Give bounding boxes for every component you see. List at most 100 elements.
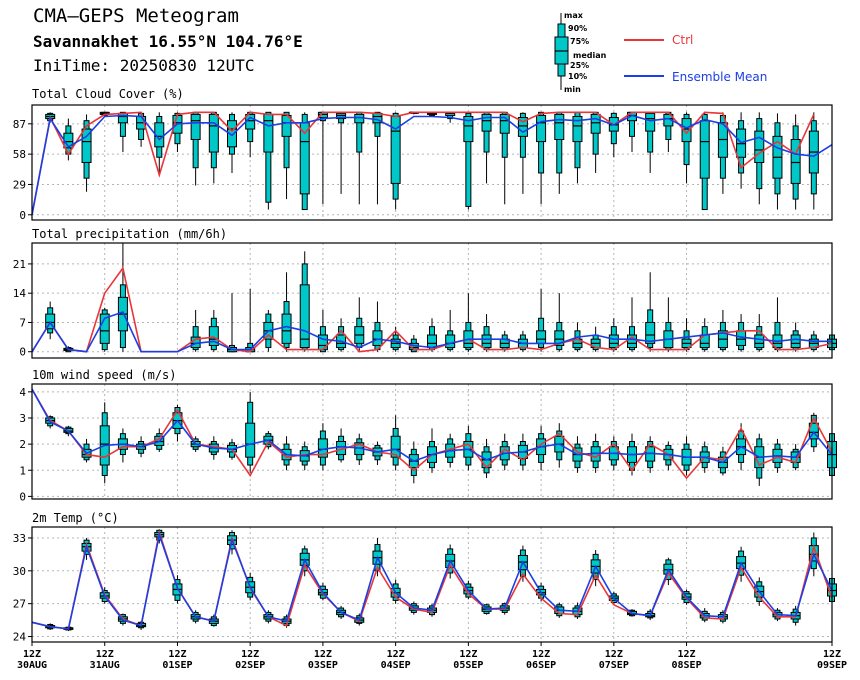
box-inner-precip xyxy=(445,334,456,349)
y-tick-label-temp: 33 xyxy=(13,532,26,545)
box-inner-cloud xyxy=(190,113,201,140)
x-tick-date-label: 09SEP xyxy=(817,660,847,671)
mean-line-precip xyxy=(31,311,832,353)
box-inner-precip xyxy=(790,334,801,349)
box-outer-cloud xyxy=(265,111,272,203)
box-inner-precip xyxy=(372,330,383,346)
meteogram-header: CMA–GEPS Meteogram Savannakhet 16.55°N 1… xyxy=(0,0,860,100)
x-tick-date-label: 05SEP xyxy=(453,660,483,671)
y-tick-label-cloud: 29 xyxy=(13,178,26,191)
box-inner-precip xyxy=(99,313,110,344)
x-tick-date-label: 06SEP xyxy=(526,660,556,671)
box-inner-cloud xyxy=(790,139,801,184)
x-tick-date-label: 01SEP xyxy=(162,660,192,671)
box-outer-cloud xyxy=(119,111,126,137)
box-inner-cloud xyxy=(754,130,765,164)
y-tick-label-precip: 21 xyxy=(13,258,26,271)
x-tick-time-label: 12Z xyxy=(314,649,332,660)
x-tick-time-label: 12Z xyxy=(823,649,841,660)
box-inner-wind xyxy=(245,422,256,458)
panel-title-precip: Total precipitation (mm/6h) xyxy=(32,227,227,241)
box-inner-cloud xyxy=(481,113,492,132)
box-inner-cloud xyxy=(263,113,274,153)
legend-median-label: median xyxy=(573,51,607,60)
box-inner-wind xyxy=(808,422,819,440)
y-tick-label-wind: 2 xyxy=(19,438,26,451)
box-inner-cloud xyxy=(681,118,692,143)
y-tick-label-precip: 7 xyxy=(19,316,26,329)
legend-p90-label: 90% xyxy=(568,24,588,33)
x-tick-time-label: 12Z xyxy=(387,649,405,660)
box-outer-cloud xyxy=(465,112,472,207)
panel-frame-cloud xyxy=(31,104,833,221)
box-inner-cloud xyxy=(499,113,510,134)
x-tick-time-label: 12Z xyxy=(678,649,696,660)
legend-ctrl-label: Ctrl xyxy=(672,33,694,47)
legend-mean-label: Ensemble Mean xyxy=(672,70,768,84)
mean-line-cloud xyxy=(31,114,833,215)
box-legend: max 90% 75% median 25% 10% min xyxy=(548,10,648,98)
x-tick-date-label: 07SEP xyxy=(599,660,629,671)
box-inner-precip xyxy=(645,321,656,344)
y-tick-label-cloud: 58 xyxy=(13,148,26,161)
x-tick-time-label: 12Z xyxy=(23,649,41,660)
location-label: Savannakhet 16.55°N 104.76°E xyxy=(33,32,303,51)
y-tick-label-precip: 0 xyxy=(19,346,26,359)
box-inner-cloud xyxy=(590,113,601,134)
box-inner-precip xyxy=(481,334,492,349)
y-tick-label-cloud: 87 xyxy=(13,118,26,131)
box-inner-precip xyxy=(299,284,310,349)
x-tick-time-label: 12Z xyxy=(532,649,550,660)
box-inner-precip xyxy=(208,326,219,346)
panel-title-cloud: Total Cloud Cover (%) xyxy=(32,87,184,101)
box-inner-precip xyxy=(608,334,619,349)
y-tick-label-temp: 27 xyxy=(13,598,26,611)
box-inner-cloud xyxy=(536,114,547,143)
x-tick-time-label: 12Z xyxy=(459,649,477,660)
y-tick-label-temp: 30 xyxy=(13,565,26,578)
x-tick-date-label: 02SEP xyxy=(235,660,265,671)
mean-line-wind xyxy=(31,388,833,464)
y-tick-label-precip: 14 xyxy=(13,287,27,300)
mean-line-temp xyxy=(31,531,833,630)
y-tick-label-wind: 4 xyxy=(19,386,26,399)
chart-title: CMA–GEPS Meteogram xyxy=(33,5,239,27)
box-outer-cloud xyxy=(374,111,381,137)
box-inner-cloud xyxy=(227,120,237,148)
panel-frame-precip xyxy=(31,242,833,359)
y-tick-label-cloud: 0 xyxy=(19,209,26,222)
panel-frame-wind xyxy=(31,383,833,500)
panel-frame-temp xyxy=(31,526,833,643)
init-time-label: IniTime: 20250830 12UTC xyxy=(33,56,255,75)
box-inner-precip xyxy=(427,334,437,349)
box-inner-wind xyxy=(390,435,401,458)
box-inner-cloud xyxy=(208,113,219,153)
box-inner-precip xyxy=(281,313,292,344)
box-outer-cloud xyxy=(283,111,290,169)
legend-p75-label: 75% xyxy=(570,37,590,46)
legend-p10-label: 10% xyxy=(568,72,588,81)
x-tick-time-label: 12Z xyxy=(605,649,623,660)
box-inner-precip xyxy=(627,334,637,349)
x-tick-date-label: 31AUG xyxy=(90,660,120,671)
y-tick-label-wind: 1 xyxy=(19,464,26,477)
x-tick-time-label: 12Z xyxy=(241,649,259,660)
y-tick-label-temp: 24 xyxy=(13,631,27,644)
ctrl-line-cloud xyxy=(31,111,815,215)
box-inner-cloud xyxy=(554,113,565,140)
box-outer-cloud xyxy=(538,111,545,174)
x-tick-date-label: 04SEP xyxy=(381,660,411,671)
box-inner-precip xyxy=(554,330,565,346)
panel-title-wind: 10m wind speed (m/s) xyxy=(32,368,177,382)
x-tick-date-label: 03SEP xyxy=(308,660,338,671)
x-tick-time-label: 12Z xyxy=(168,649,186,660)
x-tick-date-label: 08SEP xyxy=(671,660,701,671)
panel-title-temp: 2m Temp (°C) xyxy=(32,511,119,525)
box-inner-cloud xyxy=(699,120,710,179)
legend-p25-label: 25% xyxy=(570,61,590,70)
x-tick-date-label: 30AUG xyxy=(17,660,47,671)
legend-max-label: max xyxy=(564,11,583,20)
box-inner-cloud xyxy=(81,128,92,163)
y-tick-label-wind: 0 xyxy=(19,490,26,503)
